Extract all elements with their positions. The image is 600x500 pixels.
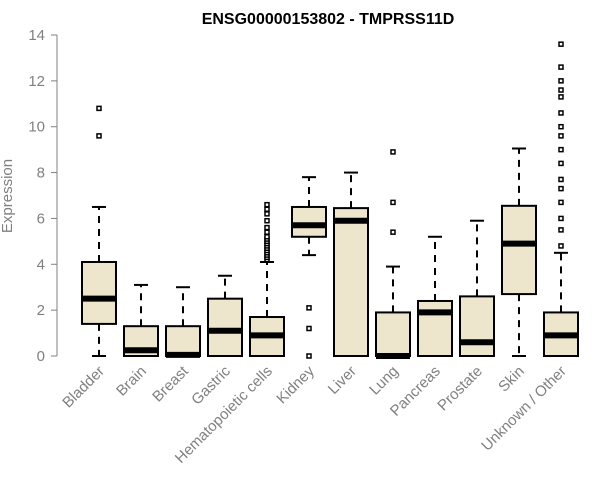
y-tick-label: 8 [37, 165, 45, 182]
outlier-point [558, 87, 564, 93]
outlier-point [390, 199, 396, 206]
outlier-point [558, 78, 564, 84]
box-hematopoietic-cells [249, 201, 285, 357]
outlier-point [390, 149, 396, 155]
y-tick-label: 14 [28, 27, 45, 44]
outlier-point [558, 243, 564, 249]
x-tick-label: Prostate [434, 363, 486, 415]
outlier-point [390, 229, 396, 235]
x-tick-label: Skin [495, 363, 528, 396]
outlier-point [558, 185, 564, 192]
outlier-point [306, 305, 312, 311]
box-pancreas [417, 235, 453, 358]
outlier-point [264, 224, 270, 231]
outlier-point [306, 353, 312, 359]
outlier-point [96, 133, 102, 139]
outlier-point [558, 94, 564, 100]
y-axis: 0 2 4 6 8 10 12 14 [28, 27, 58, 365]
outlier-point [306, 325, 312, 332]
iqr-box [417, 299, 453, 358]
x-tick-label: Kidney [273, 362, 318, 407]
box-breast [165, 286, 201, 358]
outlier-point [264, 201, 270, 208]
outlier-point [558, 133, 564, 139]
box-lung [375, 149, 411, 359]
boxes-group [81, 41, 579, 359]
y-tick-label: 2 [37, 302, 45, 319]
x-tick-label: Breast [149, 362, 192, 405]
box-kidney [291, 176, 327, 359]
outlier-point [558, 160, 564, 167]
outlier-point [264, 234, 270, 240]
iqr-box [333, 207, 369, 357]
outlier-point [558, 199, 564, 206]
outlier-point [558, 41, 564, 47]
y-tick-label: 0 [37, 348, 45, 365]
outlier-point [264, 217, 270, 224]
chart-title: ENSG00000153802 - TMPRSS11D [202, 11, 455, 28]
iqr-box [207, 297, 243, 357]
box-skin [501, 147, 537, 357]
iqr-box [501, 204, 537, 296]
box-liver [333, 171, 369, 357]
x-tick-label: Lung [366, 363, 402, 399]
outlier-point [96, 105, 102, 112]
outlier-point [558, 176, 564, 183]
iqr-box [165, 325, 201, 358]
iqr-box [459, 295, 495, 357]
x-tick-label: Brain [113, 363, 150, 400]
box-unknown-other [543, 41, 579, 357]
outlier-point [558, 64, 564, 70]
y-tick-label: 6 [37, 210, 45, 227]
outlier-point [264, 211, 270, 217]
outlier-point [558, 227, 564, 233]
outlier-point [558, 146, 564, 153]
iqr-box [375, 311, 411, 357]
outlier-point [264, 206, 270, 213]
outlier-point [558, 110, 564, 116]
outlier-point [558, 123, 564, 130]
y-tick-label: 12 [28, 73, 45, 90]
y-axis-label: Expression [0, 159, 16, 233]
outlier-point [558, 215, 564, 222]
box-bladder [81, 105, 117, 357]
box-prostate [459, 219, 495, 357]
y-tick-label: 10 [28, 119, 45, 136]
x-tick-label: Bladder [59, 363, 108, 412]
iqr-box [291, 205, 327, 238]
x-tick-label: Liver [325, 363, 360, 398]
box-gastric [207, 274, 243, 357]
box-brain [123, 283, 159, 358]
outlier-point [264, 229, 270, 235]
y-tick-label: 4 [37, 256, 45, 273]
iqr-box [81, 260, 117, 325]
